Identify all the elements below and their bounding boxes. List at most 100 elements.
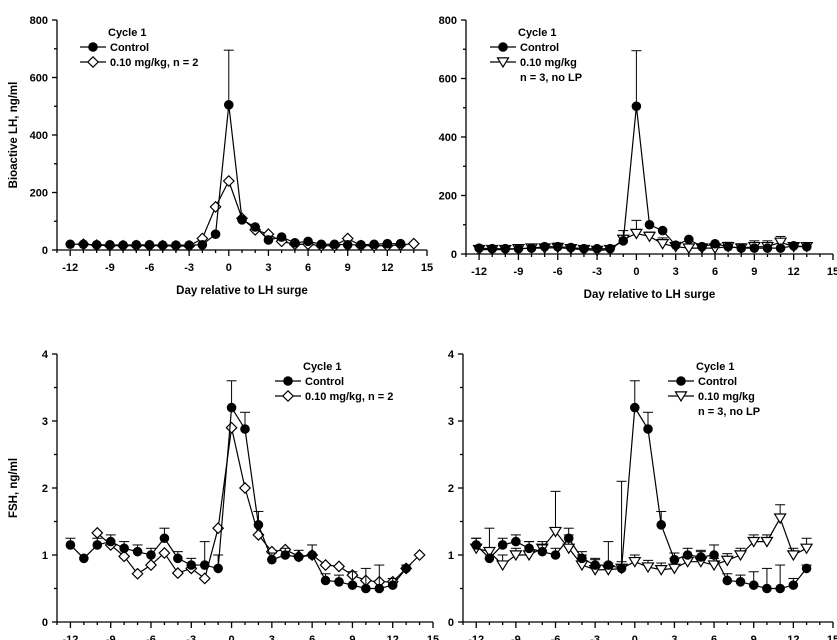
data-point [144,559,158,572]
legend: Cycle 1 Control 0.10 mg/kg n = 3, no LP [490,27,582,84]
y-tick-label: 2 [448,483,454,495]
data-point [500,243,511,254]
data-point [65,540,76,550]
legend-swatch-marker [498,42,508,52]
data-point [374,583,385,594]
data-point [240,424,250,434]
x-tick-label: 6 [309,634,315,640]
x-tick-label: 3 [269,634,275,640]
series-diamond [91,421,426,588]
data-point [119,543,129,554]
data-point [497,540,508,550]
x-tick-label: 3 [673,266,679,278]
legend-swatch-marker [496,57,510,69]
x-tick-label: -6 [551,634,561,640]
legend-swatch-marker [283,376,293,386]
data-point [801,563,812,574]
series-triangle-down [469,490,814,576]
data-point [361,583,371,594]
x-tick-label: 9 [751,634,757,640]
legend-entry: 0.10 mg/kg, n = 2 [110,57,198,69]
x-tick-label: 12 [787,634,799,640]
data-point [105,240,115,250]
y-tick-label: 2 [42,483,48,495]
data-point [592,243,602,254]
y-tick-label: 3 [42,416,48,428]
data-point [382,238,393,249]
data-point [132,546,143,557]
legend-entry: 0.10 mg/kg [520,57,577,69]
data-point [709,550,719,560]
data-point [603,560,614,570]
data-point [696,552,706,562]
x-tick-label: 15 [827,634,837,640]
x-tick-label: -12 [62,634,78,640]
x-tick-label: 15 [427,634,439,640]
data-point [774,237,788,249]
data-point [186,560,197,570]
x-tick-label: 9 [345,262,351,274]
data-point [401,563,411,574]
chart-panel-lh-b: 0 200 400 600 800 -12 -9 -6 -3 0 3 6 9 12 15 Day relati… [439,15,837,301]
data-point [566,242,576,253]
series-triangle-down [472,219,814,257]
data-point [199,560,210,570]
data-point [733,550,748,562]
y-axis-label: FSH, ng/ml [8,458,20,518]
data-point [710,238,720,249]
x-tick-label: 0 [632,634,638,640]
data-point [356,240,366,250]
data-point [629,402,640,413]
data-point [238,481,252,495]
data-point [144,240,155,250]
data-point [159,533,170,544]
y-tick-label: 800 [30,15,48,27]
y-tick-label: 400 [439,132,457,144]
data-point [290,238,300,248]
data-point [642,231,657,243]
x-tick-label: -3 [590,634,600,640]
x-tick-label: 9 [751,266,757,278]
y-tick-label: 3 [448,416,454,428]
x-tick-label: -9 [105,262,115,274]
legend-title: Cycle 1 [518,27,557,39]
data-point [577,553,587,564]
y-axis-label: Bioactive LH, ng/ml [8,82,20,189]
data-point [387,580,398,590]
data-point [342,240,353,250]
series-circle [65,380,412,594]
data-point [579,243,589,254]
data-point [78,239,89,250]
data-point [158,546,171,560]
data-point [395,238,406,249]
x-tick-label: 9 [349,634,355,640]
series-line [83,179,414,247]
x-tick-label: 6 [712,266,718,278]
data-point [131,240,142,250]
x-tick-label: -6 [145,262,155,274]
series-circle [65,49,406,250]
data-point [539,241,550,252]
data-point [550,550,561,560]
data-point [801,241,812,252]
y-tick-label: 0 [451,249,457,261]
data-point [513,243,524,254]
legend-swatch-marker [676,376,686,386]
x-axis-label: Day relative to LH surge [584,289,716,301]
data-point [788,580,799,590]
legend: Cycle 1 Control 0.10 mg/kg, n = 2 [275,361,393,403]
legend: Cycle 1 Control 0.10 mg/kg n = 3, no LP [668,361,760,418]
x-tick-label: 0 [633,266,639,278]
data-point [496,560,510,572]
data-point [511,536,521,547]
data-point [487,243,498,254]
series-diamond [77,174,420,253]
legend-swatch-marker [86,55,100,69]
data-point [92,540,103,550]
legend-entry: n = 3, no LP [698,406,760,418]
data-point [669,554,680,565]
data-point [474,243,484,253]
data-point [590,560,600,570]
data-point [773,513,787,525]
